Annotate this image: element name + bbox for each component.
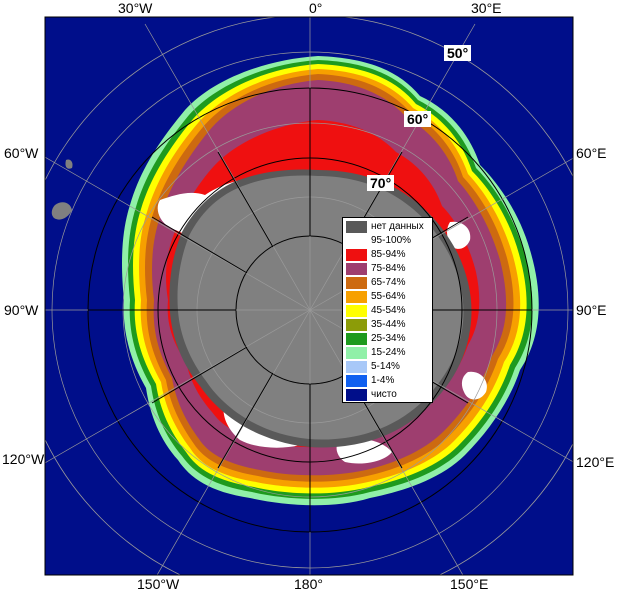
legend-swatch: [346, 221, 367, 233]
legend-swatch: [346, 361, 367, 373]
lat-label-50: 50°: [444, 45, 472, 61]
legend-label: 85-94%: [371, 249, 406, 260]
legend-item: 1-4%: [346, 374, 432, 388]
legend-swatch: [346, 277, 367, 289]
pack-ice-east: [461, 371, 487, 400]
lon-label-150w: 150°W: [137, 576, 180, 592]
legend-item: 35-44%: [346, 318, 432, 332]
legend-swatch: [346, 389, 367, 401]
legend-item: 95-100%: [346, 234, 432, 248]
legend-item: 5-14%: [346, 360, 432, 374]
lon-label-90e: 90°E: [576, 302, 607, 318]
lon-label-30w: 30°W: [118, 0, 153, 16]
lon-label-120w: 120°W: [2, 451, 45, 467]
legend-swatch: [346, 305, 367, 317]
legend-swatch: [346, 375, 367, 387]
legend-swatch: [346, 291, 367, 303]
legend-swatch: [346, 333, 367, 345]
lon-label-60w: 60°W: [4, 145, 39, 161]
lat-label-60: 60°: [404, 111, 432, 127]
lon-label-30e: 30°E: [471, 0, 502, 16]
legend-item: 55-64%: [346, 290, 432, 304]
map-frame: [44, 16, 574, 576]
legend-item: чисто: [346, 388, 432, 402]
legend-swatch: [346, 235, 367, 247]
legend-item: 65-74%: [346, 276, 432, 290]
lon-label-120e: 120°E: [576, 454, 615, 470]
land-islands-west: [51, 202, 72, 220]
pack-ice-amery: [447, 221, 471, 249]
legend-label: 5-14%: [371, 361, 400, 372]
legend-label: 95-100%: [371, 235, 412, 246]
legend-item: нет данных: [346, 220, 432, 234]
legend-label: нет данных: [371, 221, 424, 232]
legend-label: 1-4%: [371, 375, 395, 386]
legend-label: 45-54%: [371, 305, 406, 316]
legend-swatch: [346, 249, 367, 261]
legend-item: 75-84%: [346, 262, 432, 276]
lon-label-90w: 90°W: [4, 302, 39, 318]
land-islands-west-2: [65, 159, 73, 169]
legend-label: 55-64%: [371, 291, 406, 302]
lat-label-70: 70°: [367, 175, 395, 191]
legend-swatch: [346, 263, 367, 275]
legend-swatch: [346, 347, 367, 359]
legend-label: 65-74%: [371, 277, 406, 288]
legend-label: чисто: [371, 389, 397, 400]
legend-swatch: [346, 319, 367, 331]
legend-label: 15-24%: [371, 347, 406, 358]
lon-label-0: 0°: [309, 0, 323, 16]
concentration-legend: нет данных 95-100% 85-94% 75-84% 65-74% 55-64…: [342, 217, 433, 403]
legend-item: 15-24%: [346, 346, 432, 360]
lon-label-180: 180°: [294, 576, 323, 592]
legend-label: 25-34%: [371, 333, 406, 344]
legend-label: 35-44%: [371, 319, 406, 330]
legend-item: 45-54%: [346, 304, 432, 318]
legend-item: 85-94%: [346, 248, 432, 262]
legend-item: 25-34%: [346, 332, 432, 346]
legend-label: 75-84%: [371, 263, 406, 274]
lon-label-150e: 150°E: [450, 576, 489, 592]
lon-label-60e: 60°E: [576, 145, 607, 161]
